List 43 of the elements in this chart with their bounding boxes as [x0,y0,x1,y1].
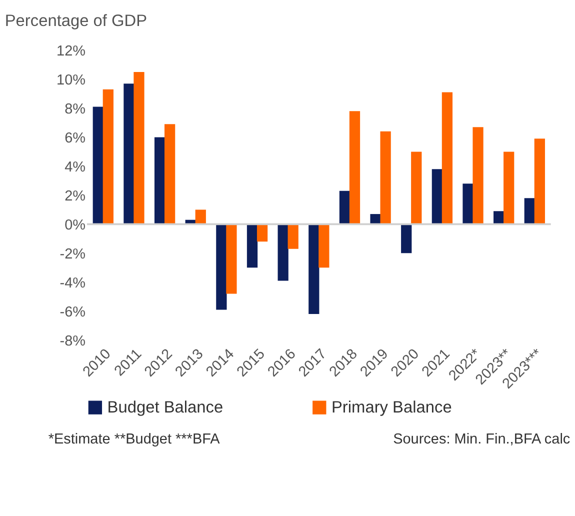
bar [462,184,474,224]
y-tick-label: 12% [56,44,86,60]
bar [401,224,412,254]
bar [432,169,442,224]
y-tick-label: 10% [56,72,86,89]
y-tick-label: -4% [60,275,86,292]
bar [308,224,320,314]
bar [339,190,350,224]
bar [216,224,227,310]
bar [102,89,114,224]
legend-label: Primary Balance [331,398,452,416]
text: *Estimate **Budget ***BFA [48,432,220,448]
y-tick-label: -8% [60,333,86,350]
bar [442,92,453,224]
bar [524,198,535,224]
bar [318,224,330,268]
bar [164,124,176,224]
bar [134,72,144,224]
bar [226,224,237,294]
bar [504,152,514,224]
bar [349,111,360,224]
bar [288,224,298,249]
bar [195,210,206,224]
chart-title: Percentage of GDP [4,12,148,30]
y-tick-label: 0% [64,218,86,234]
bar [534,138,545,224]
bar [472,127,484,224]
bar [411,152,422,224]
bar [256,224,268,242]
y-tick-label: 2% [64,188,86,205]
bar [154,137,166,224]
bar [380,131,391,224]
bar [92,106,104,224]
y-tick-label: 6% [64,130,86,147]
y-tick-label: 8% [64,102,86,118]
bar [246,224,258,268]
y-tick-label: -2% [60,246,86,262]
source-note: Sources: Min. Fin.,BFA calc [393,432,570,448]
y-tick-label: -6% [60,304,86,320]
bar [278,224,288,281]
y-tick-label: 4% [64,160,86,176]
bar [124,84,134,224]
legend-label: Budget Balance [107,398,224,416]
